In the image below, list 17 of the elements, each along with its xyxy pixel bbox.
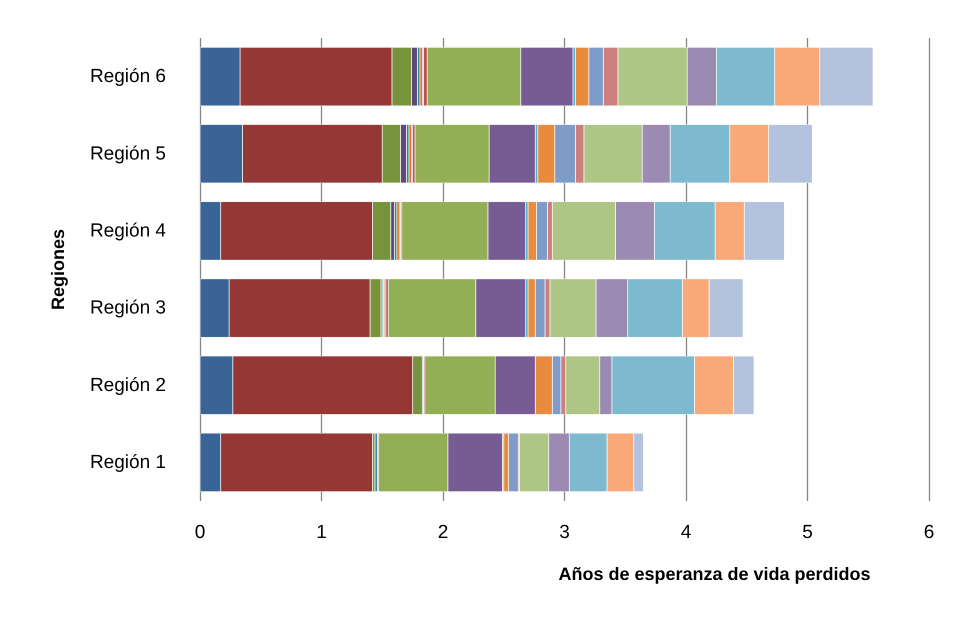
- x-tick-label: 4: [680, 522, 692, 543]
- y-axis-title: Regiones: [48, 228, 68, 310]
- x-tick-label: 0: [194, 522, 206, 543]
- y-tick-label: Región 4: [90, 220, 166, 242]
- x-tick-label: 3: [559, 522, 570, 543]
- x-tick-label: 1: [316, 522, 327, 543]
- bar: [408, 124, 412, 184]
- y-tick-label: Región 3: [90, 298, 166, 319]
- y-tick-label: Región 6: [90, 66, 166, 88]
- x-tick-label: 5: [802, 522, 813, 543]
- y-tick-label: Región 5: [90, 143, 166, 164]
- bar: [396, 202, 400, 260]
- x-tick-label: 2: [438, 522, 448, 543]
- y-tick-label: Región 2: [90, 374, 166, 396]
- y-tick-label: Región 1: [90, 452, 166, 473]
- x-axis-title: Años de esperanza de vida perdidos: [558, 564, 871, 584]
- x-tick-label: 6: [924, 522, 934, 543]
